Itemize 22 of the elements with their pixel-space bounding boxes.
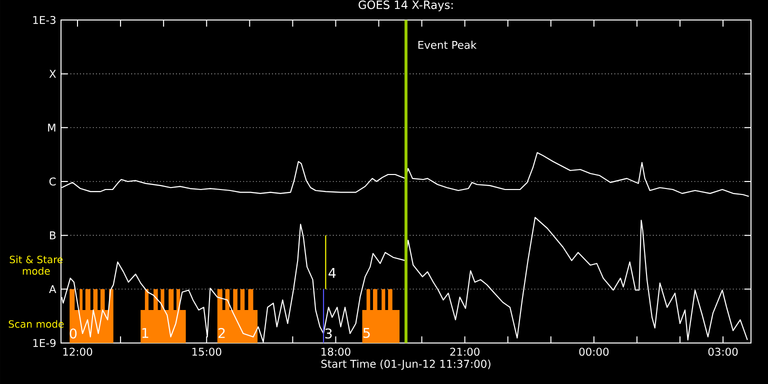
x-tick-label: 00:00 (579, 348, 609, 356)
y-tick-label: 1E-9 (33, 338, 56, 348)
x-tick-label: 03:00 (708, 348, 738, 356)
x-tick-label: 18:00 (322, 348, 350, 356)
y-tick-label: 1E-3 (33, 16, 56, 24)
annotation: 3 (325, 328, 332, 339)
y-tick-label: B (50, 231, 56, 240)
annotation: 0 (70, 328, 77, 339)
y-tick-label: A (49, 285, 56, 294)
annotation: 2 (218, 328, 225, 338)
x-tick-label: 21:00 (450, 348, 480, 356)
x-tick-label: 15:00 (192, 348, 222, 356)
y-tick-label: C (49, 177, 56, 186)
annotation: 5 (363, 328, 370, 338)
x-tick-label: 12:00 (63, 348, 92, 356)
annotation: 1 (142, 328, 148, 338)
y-tick-label: M (48, 124, 56, 132)
x-axis-title: Start Time (01-Jun-12 11:37:00) (321, 360, 490, 370)
annotation: 4 (328, 268, 336, 278)
chart-title: GOES 14 X-Rays: (358, 0, 453, 12)
y-tick-label: X (49, 70, 56, 78)
ref-line-label: Event Peak (418, 40, 477, 49)
